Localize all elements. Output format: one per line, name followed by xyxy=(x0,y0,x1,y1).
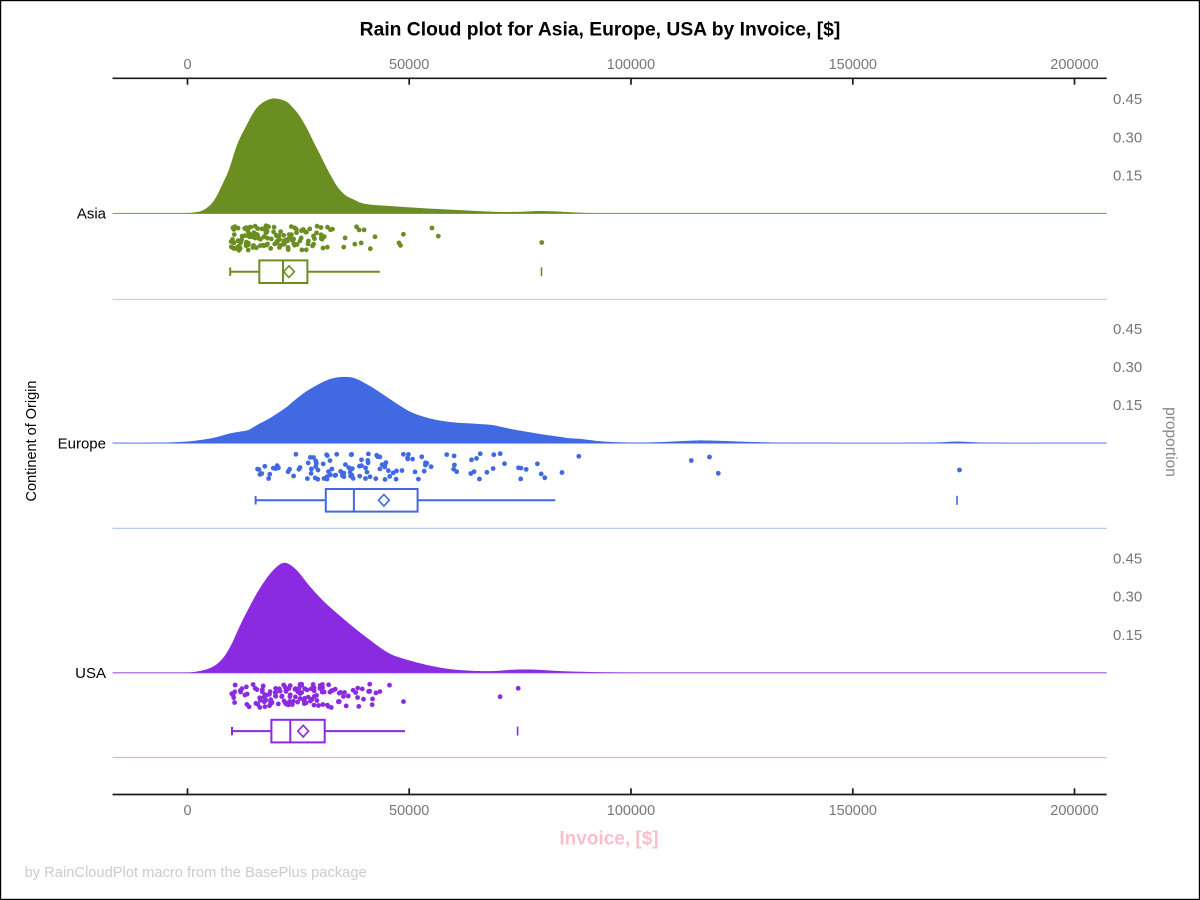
svg-text:0.15: 0.15 xyxy=(1113,168,1142,185)
svg-text:0: 0 xyxy=(183,57,191,73)
svg-text:100000: 100000 xyxy=(607,803,655,819)
svg-text:150000: 150000 xyxy=(829,57,877,73)
svg-text:0.45: 0.45 xyxy=(1113,551,1142,568)
svg-text:0.30: 0.30 xyxy=(1113,129,1142,146)
svg-text:0.15: 0.15 xyxy=(1113,627,1142,644)
svg-text:0.15: 0.15 xyxy=(1113,397,1142,414)
svg-text:100000: 100000 xyxy=(607,57,655,73)
svg-text:Continent of Origin: Continent of Origin xyxy=(24,381,40,502)
svg-text:proportion: proportion xyxy=(1162,407,1179,477)
svg-text:USA: USA xyxy=(75,665,106,682)
svg-text:Invoice, [$]: Invoice, [$] xyxy=(559,829,658,850)
svg-text:0.30: 0.30 xyxy=(1113,359,1142,376)
svg-text:0.45: 0.45 xyxy=(1113,91,1142,108)
svg-text:Europe: Europe xyxy=(58,435,106,452)
svg-text:50000: 50000 xyxy=(389,803,429,819)
svg-text:200000: 200000 xyxy=(1050,803,1098,819)
svg-text:200000: 200000 xyxy=(1050,57,1098,73)
svg-text:150000: 150000 xyxy=(829,803,877,819)
svg-text:Rain Cloud plot for Asia, Euro: Rain Cloud plot for Asia, Europe, USA by… xyxy=(360,20,841,41)
svg-text:0.30: 0.30 xyxy=(1113,589,1142,606)
svg-text:Asia: Asia xyxy=(77,206,107,223)
svg-text:0: 0 xyxy=(183,803,191,819)
svg-text:50000: 50000 xyxy=(389,57,429,73)
svg-text:by RainCloudPlot macro from th: by RainCloudPlot macro from the BasePlus… xyxy=(25,865,367,881)
svg-text:0.45: 0.45 xyxy=(1113,321,1142,338)
